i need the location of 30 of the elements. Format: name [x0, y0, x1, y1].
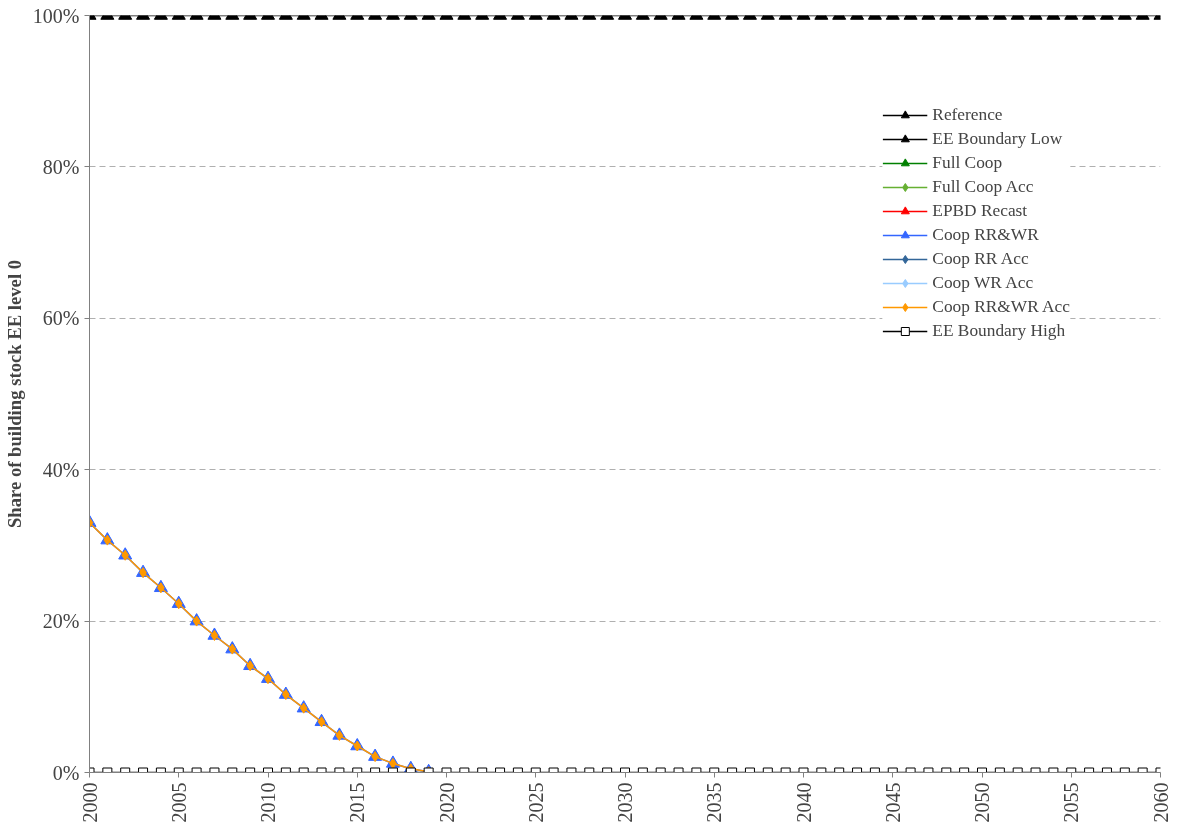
legend-label: EE Boundary High	[932, 321, 1066, 341]
legend-label: Coop RR&WR Acc	[932, 297, 1070, 317]
x-tick-label: 2015	[346, 782, 369, 823]
legend-label: EPBD Recast	[932, 201, 1028, 221]
legend-label: EE Boundary Low	[932, 129, 1063, 149]
y-tick-label: 20%	[42, 610, 80, 633]
y-tick-label: 0%	[52, 761, 80, 784]
legend-label: Full Coop Acc	[932, 177, 1034, 197]
x-tick-label: 2025	[524, 782, 547, 823]
y-tick-label: 100%	[32, 4, 80, 27]
x-tick-label: 2060	[1149, 782, 1172, 823]
x-tick-label: 2035	[703, 782, 726, 823]
x-tick-label: 2030	[614, 782, 636, 823]
x-tick-label: 2045	[881, 782, 904, 823]
y-axis-title: Share of building stock EE level 0	[3, 259, 25, 529]
x-tick-label: 2010	[257, 782, 279, 823]
x-tick-label: 2040	[792, 782, 815, 823]
legend-label: Coop WR Acc	[932, 273, 1034, 293]
y-tick-label: 40%	[42, 458, 80, 481]
y-tick-label: 60%	[42, 307, 80, 330]
legend-label: Coop RR&WR	[932, 225, 1039, 245]
x-tick-label: 2050	[971, 782, 993, 823]
legend-label: Reference	[932, 105, 1003, 125]
x-tick-label: 2000	[78, 782, 101, 823]
y-tick-label: 80%	[42, 155, 80, 178]
x-tick-label: 2055	[1060, 782, 1083, 823]
legend-label: Coop RR Acc	[932, 249, 1029, 269]
x-tick-label: 2020	[435, 782, 458, 823]
legend-label: Full Coop	[932, 153, 1003, 173]
x-tick-label: 2005	[167, 782, 190, 823]
